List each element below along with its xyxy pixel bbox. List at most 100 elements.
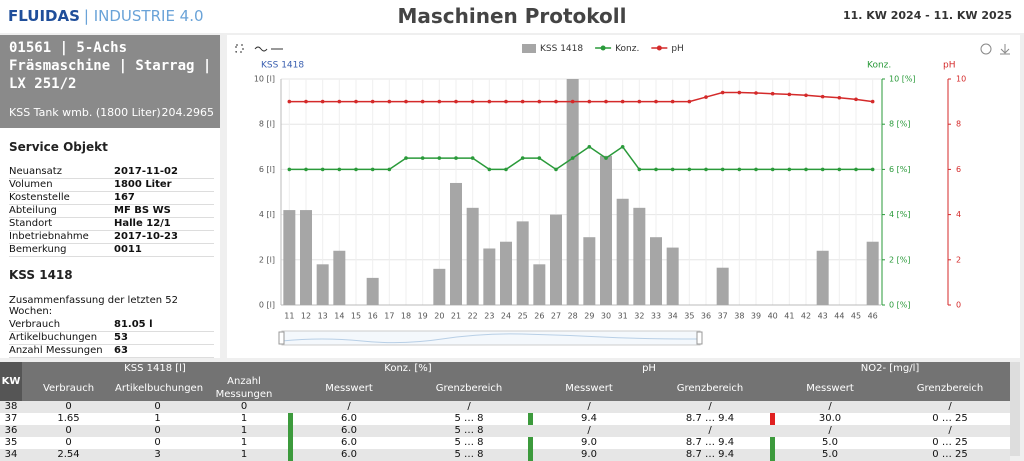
legend-item[interactable]: KSS 1418 bbox=[522, 44, 583, 54]
y2-tick-label: 0 [%] bbox=[889, 301, 910, 310]
status-flag bbox=[528, 437, 533, 449]
point bbox=[837, 167, 842, 172]
point bbox=[754, 167, 758, 172]
chart: 0 [l] 2 [l] 4 [l] 6 [l] 8 [l] 10 [l] 0 [%] 2 [%… bbox=[235, 43, 1010, 346]
point bbox=[604, 99, 608, 104]
y-tick-label: 6 [l] bbox=[259, 165, 275, 174]
bar bbox=[533, 264, 546, 305]
x-tick-label: 34 bbox=[668, 312, 678, 321]
table-cell: / bbox=[650, 425, 770, 437]
bar bbox=[566, 79, 579, 305]
navigator-handle[interactable] bbox=[696, 331, 703, 345]
point bbox=[470, 99, 475, 104]
table-cell: 5.0 bbox=[770, 449, 890, 461]
info-row: Bemerkung 0011 bbox=[9, 244, 214, 257]
table-cell: 1.65 bbox=[22, 413, 115, 425]
download-icon[interactable] bbox=[1000, 44, 1010, 55]
fullscreen-icon[interactable] bbox=[235, 44, 244, 53]
table-cell: 9.0 bbox=[528, 449, 650, 461]
table-row: 37 1.65 1 1 6.0 5 … 8 9.4 8.7 … 9.4 30.0 0 … 25 bbox=[0, 413, 1011, 425]
table-cell: 6.0 bbox=[288, 425, 410, 437]
x-tick-label: 19 bbox=[418, 312, 428, 321]
status-flag bbox=[770, 437, 775, 449]
x-tick-label: 29 bbox=[584, 312, 594, 321]
info-value: Halle 12/1 bbox=[114, 218, 171, 229]
table-cell: 5 … 8 bbox=[410, 425, 528, 437]
point bbox=[804, 93, 808, 98]
point bbox=[620, 145, 625, 149]
info-value: 167 bbox=[114, 192, 135, 203]
bar bbox=[716, 267, 729, 305]
legend-swatch-dot bbox=[656, 45, 662, 51]
info-key: Inbetriebnahme bbox=[9, 231, 89, 242]
x-tick-label: 20 bbox=[434, 312, 444, 321]
point bbox=[720, 167, 725, 172]
point bbox=[287, 167, 292, 172]
y3-tick-label: 10 bbox=[956, 75, 966, 84]
y3-tick-label: 2 bbox=[956, 255, 961, 264]
info-value: MF BS WS bbox=[114, 205, 171, 216]
y2-tick-label: 2 [%] bbox=[889, 255, 910, 264]
info-row: Inbetriebnahme 2017-10-23 bbox=[9, 231, 214, 244]
column-header: Verbrauch bbox=[22, 375, 115, 401]
table-cell: / bbox=[410, 401, 528, 413]
legend-swatch-dot bbox=[600, 45, 606, 51]
x-tick-label: 41 bbox=[784, 312, 794, 321]
info-key: Abteilung bbox=[9, 205, 57, 216]
table-cell: 5 … 8 bbox=[410, 437, 528, 449]
zoom-icon[interactable] bbox=[254, 46, 268, 52]
point bbox=[687, 167, 692, 172]
x-tick-label: 18 bbox=[401, 312, 411, 321]
y-tick-label: 4 [l] bbox=[259, 210, 275, 219]
toolbar[interactable] bbox=[235, 43, 1010, 55]
point bbox=[770, 167, 775, 172]
logo-name: FLUIDAS bbox=[8, 7, 80, 25]
x-tick-label: 45 bbox=[851, 312, 861, 321]
point bbox=[854, 167, 858, 172]
navigator[interactable] bbox=[278, 330, 703, 346]
group-header: pH bbox=[528, 362, 770, 375]
x-tick-label: 46 bbox=[868, 312, 878, 321]
x-tick-label: 17 bbox=[384, 312, 394, 321]
point bbox=[654, 99, 658, 104]
x-tick-label: 26 bbox=[534, 312, 544, 321]
y3-tick-label: 0 bbox=[956, 301, 961, 310]
group-header: Konz. [%] bbox=[288, 362, 528, 375]
navigator-handle[interactable] bbox=[278, 331, 285, 345]
x-tick-label: 16 bbox=[368, 312, 378, 321]
legend-item[interactable]: pH bbox=[651, 44, 684, 54]
x-tick-label: 15 bbox=[351, 312, 361, 321]
group-header: KSS 1418 [l] bbox=[22, 362, 288, 375]
point bbox=[870, 167, 875, 172]
column-header: Messwert bbox=[288, 375, 410, 401]
point bbox=[570, 99, 575, 104]
point bbox=[554, 99, 558, 104]
info-key: Volumen bbox=[9, 179, 53, 190]
y2-tick-label: 4 [%] bbox=[889, 210, 910, 219]
info-key: Verbrauch bbox=[9, 319, 61, 330]
info-value: 53 bbox=[114, 332, 128, 343]
y-tick-label: 2 [l] bbox=[259, 255, 275, 264]
point bbox=[820, 94, 825, 99]
table-cell: 0 … 25 bbox=[890, 449, 1011, 461]
point bbox=[337, 99, 342, 104]
reset-icon[interactable] bbox=[980, 43, 992, 55]
x-tick-label: 25 bbox=[518, 312, 528, 321]
line bbox=[289, 91, 873, 103]
x-tick-label: 38 bbox=[734, 312, 744, 321]
bar bbox=[366, 277, 379, 305]
info-key: Kostenstelle bbox=[9, 192, 70, 203]
y2-tick-label: 8 [%] bbox=[889, 120, 910, 129]
y2-axis-title: Konz. bbox=[867, 61, 891, 71]
legend-item[interactable]: Konz. bbox=[595, 44, 639, 54]
table-cell: 0 bbox=[200, 401, 288, 413]
x-tick-label: 37 bbox=[718, 312, 728, 321]
status-flag bbox=[770, 413, 775, 425]
x-tick-label: 27 bbox=[551, 312, 561, 321]
scrollbar[interactable] bbox=[1010, 362, 1020, 456]
x-tick-label: 14 bbox=[334, 312, 344, 321]
status-flag bbox=[528, 449, 533, 461]
table-row: 34 2.54 3 1 6.0 5 … 8 9.0 8.7 … 9.4 5.0 0 … 25 bbox=[0, 449, 1011, 461]
table-cell: 1 bbox=[200, 425, 288, 437]
info-key: Bemerkung bbox=[9, 244, 67, 255]
